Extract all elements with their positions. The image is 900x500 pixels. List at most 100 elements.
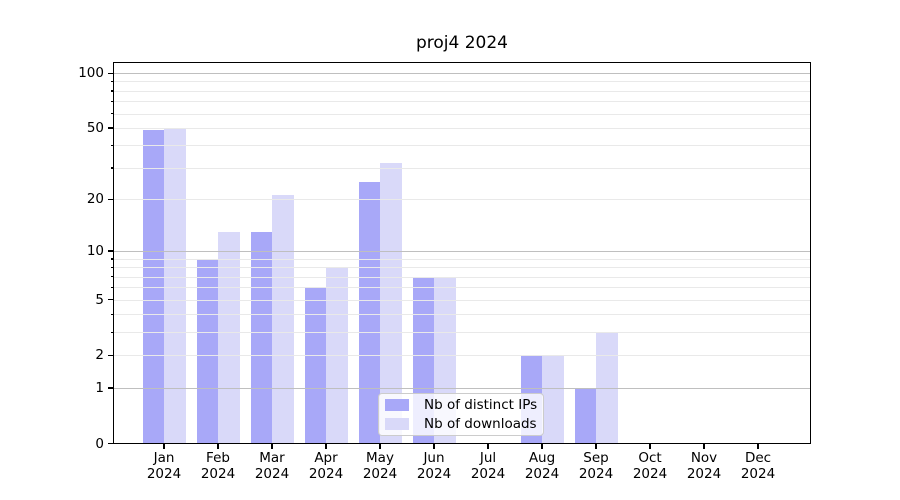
bar-nb-of-downloads-may bbox=[380, 162, 402, 444]
x-tick-label-feb: Feb 2024 bbox=[188, 450, 248, 482]
x-tick-label-mar: Mar 2024 bbox=[242, 450, 302, 482]
gridline-minor-80 bbox=[114, 90, 810, 92]
x-tick-month-mar: Mar bbox=[259, 450, 285, 466]
x-tick-oct bbox=[649, 443, 651, 449]
x-tick-month-sep: Sep bbox=[583, 450, 609, 466]
gridline-minor-9 bbox=[114, 258, 810, 260]
y-minor-tick-3 bbox=[110, 331, 113, 334]
y-tick-label-100: 100 bbox=[78, 65, 104, 82]
y-tick-label-5: 5 bbox=[95, 291, 104, 308]
x-tick-feb bbox=[217, 443, 219, 449]
bar-nb-of-distinct-ips-may bbox=[358, 182, 380, 444]
x-tick-year-apr: 2024 bbox=[308, 466, 344, 482]
x-tick-year-jul: 2024 bbox=[470, 466, 506, 482]
y-minor-tick-8 bbox=[110, 266, 113, 268]
legend-label-distinct-ips: Nb of distinct IPs bbox=[424, 396, 538, 413]
gridline-minor-40 bbox=[114, 145, 810, 147]
y-tick-1 bbox=[108, 387, 113, 389]
bar-nb-of-downloads-apr bbox=[326, 267, 348, 444]
x-tick-month-aug: Aug bbox=[528, 450, 556, 466]
y-tick-2 bbox=[108, 354, 113, 357]
gridline-minor-8 bbox=[114, 267, 810, 269]
x-tick-label-dec: Dec 2024 bbox=[728, 450, 788, 482]
legend-item-downloads: Nb of downloads bbox=[385, 416, 537, 432]
x-tick-label-nov: Nov 2024 bbox=[674, 450, 734, 482]
legend-swatch-downloads bbox=[385, 417, 409, 430]
bar-nb-of-distinct-ips-jan bbox=[142, 129, 164, 444]
x-tick-month-oct: Oct bbox=[638, 450, 662, 466]
x-tick-jan bbox=[163, 443, 165, 449]
x-tick-month-jun: Jun bbox=[423, 450, 445, 466]
y-minor-tick-40 bbox=[110, 144, 113, 147]
y-tick-50 bbox=[108, 127, 113, 129]
x-tick-label-apr: Apr 2024 bbox=[296, 450, 356, 482]
bar-nb-of-downloads-aug bbox=[542, 355, 564, 444]
x-tick-month-may: May bbox=[366, 450, 394, 466]
y-tick-label-2: 2 bbox=[95, 347, 104, 364]
y-tick-label-20: 20 bbox=[86, 191, 104, 208]
x-tick-year-jan: 2024 bbox=[146, 466, 182, 482]
y-tick-label-1: 1 bbox=[95, 379, 104, 396]
legend-label-downloads: Nb of downloads bbox=[424, 415, 537, 432]
x-tick-month-apr: Apr bbox=[314, 450, 338, 466]
gridline-minor-5 bbox=[114, 299, 810, 301]
x-tick-jul bbox=[487, 443, 489, 449]
y-minor-tick-6 bbox=[110, 286, 113, 289]
x-tick-year-aug: 2024 bbox=[524, 466, 560, 482]
x-tick-dec bbox=[757, 443, 759, 449]
x-tick-month-feb: Feb bbox=[206, 450, 230, 466]
x-tick-month-nov: Nov bbox=[690, 450, 718, 466]
x-tick-year-oct: 2024 bbox=[632, 466, 668, 482]
gridline-minor-60 bbox=[114, 113, 810, 115]
x-tick-year-may: 2024 bbox=[362, 466, 398, 482]
gridline-minor-4 bbox=[114, 314, 810, 316]
x-tick-mar bbox=[271, 443, 273, 449]
bar-nb-of-distinct-ips-sep bbox=[574, 387, 596, 444]
y-minor-tick-30 bbox=[110, 167, 113, 169]
x-tick-label-jul: Jul 2024 bbox=[458, 450, 518, 482]
x-tick-jun bbox=[433, 443, 435, 449]
legend-swatch-distinct-ips bbox=[385, 398, 409, 411]
y-tick-0 bbox=[108, 442, 113, 445]
gridline-major-100 bbox=[114, 73, 810, 75]
y-minor-tick-4 bbox=[110, 313, 113, 316]
x-tick-label-sep: Sep 2024 bbox=[566, 450, 626, 482]
x-tick-year-sep: 2024 bbox=[578, 466, 614, 482]
bar-nb-of-downloads-mar bbox=[272, 195, 294, 444]
x-tick-month-dec: Dec bbox=[744, 450, 772, 466]
gridline-minor-30 bbox=[114, 167, 810, 169]
x-tick-year-nov: 2024 bbox=[686, 466, 722, 482]
x-tick-apr bbox=[325, 443, 327, 449]
bar-nb-of-downloads-feb bbox=[218, 231, 240, 444]
gridline-minor-20 bbox=[114, 199, 810, 201]
y-tick-label-10: 10 bbox=[86, 243, 104, 260]
chart-title: proj4 2024 bbox=[415, 33, 508, 53]
y-minor-tick-9 bbox=[110, 258, 113, 260]
gridline-minor-6 bbox=[114, 287, 810, 289]
bar-nb-of-distinct-ips-apr bbox=[304, 287, 326, 444]
y-minor-tick-70 bbox=[110, 100, 113, 103]
gridline-major-1 bbox=[114, 387, 810, 389]
y-tick-label-50: 50 bbox=[86, 119, 104, 136]
legend-item-distinct-ips: Nb of distinct IPs bbox=[385, 397, 537, 413]
x-tick-label-jan: Jan 2024 bbox=[134, 450, 194, 482]
x-tick-label-aug: Aug 2024 bbox=[512, 450, 572, 482]
y-tick-5 bbox=[108, 299, 113, 301]
y-tick-label-0: 0 bbox=[95, 435, 104, 452]
bar-nb-of-downloads-jan bbox=[164, 127, 186, 444]
gridline-minor-90 bbox=[114, 81, 810, 83]
gridline-minor-70 bbox=[114, 101, 810, 103]
x-tick-year-mar: 2024 bbox=[254, 466, 290, 482]
bar-nb-of-distinct-ips-mar bbox=[250, 231, 272, 444]
gridline-minor-3 bbox=[114, 332, 810, 334]
legend: Nb of distinct IPs Nb of downloads bbox=[378, 392, 544, 436]
gridline-minor-2 bbox=[114, 355, 810, 357]
gridline-minor-50 bbox=[114, 127, 810, 129]
x-tick-sep bbox=[595, 443, 597, 449]
y-minor-tick-90 bbox=[110, 80, 113, 83]
y-tick-20 bbox=[108, 198, 113, 200]
x-tick-may bbox=[379, 443, 381, 449]
y-tick-10 bbox=[108, 250, 113, 252]
y-minor-tick-60 bbox=[110, 113, 113, 115]
